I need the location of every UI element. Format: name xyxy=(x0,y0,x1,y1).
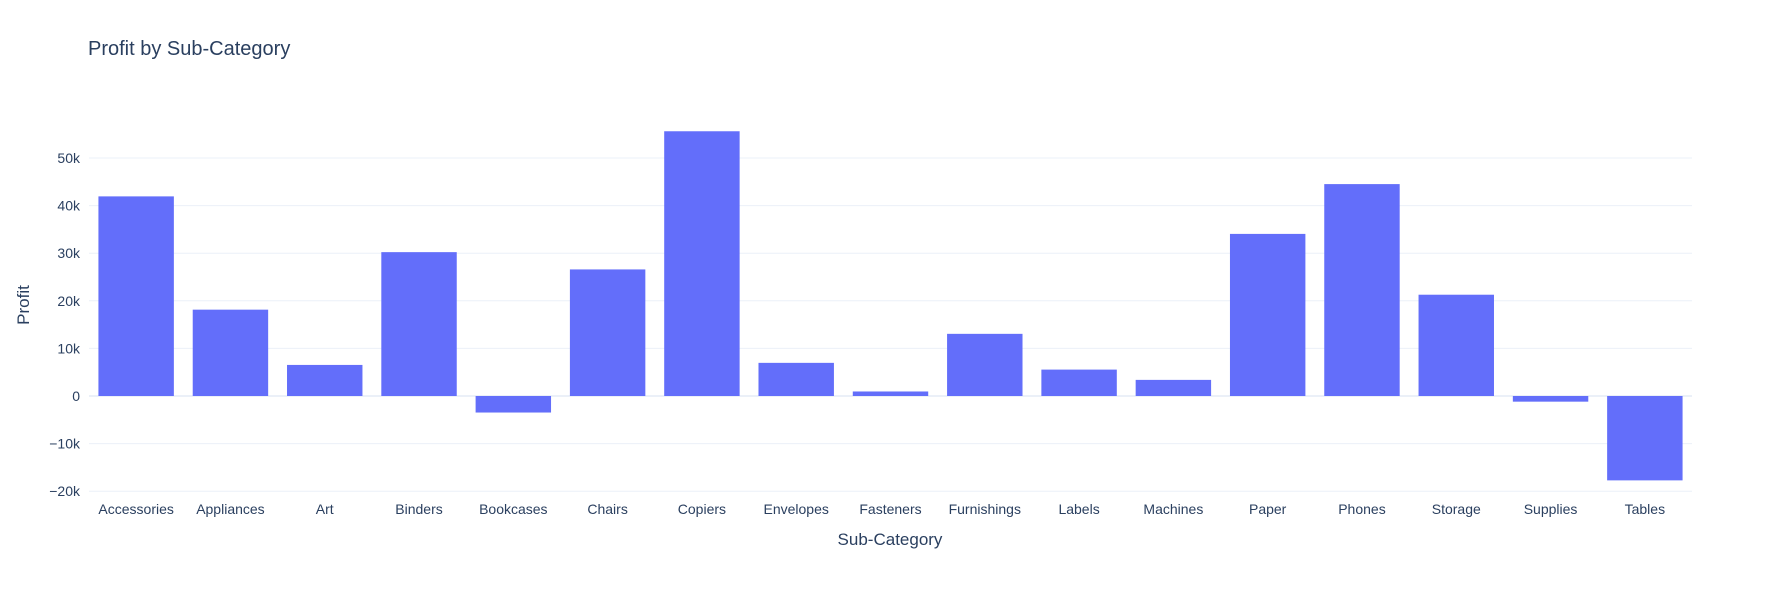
y-tick-label: 0 xyxy=(72,388,80,404)
bar-tables[interactable] xyxy=(1607,396,1683,481)
x-tick-label: Furnishings xyxy=(949,501,1021,517)
x-axis-title: Sub-Category xyxy=(838,530,943,549)
x-tick-label: Phones xyxy=(1338,501,1385,517)
x-tick-label: Paper xyxy=(1249,501,1287,517)
y-tick-label: 10k xyxy=(57,340,81,356)
bar-envelopes[interactable] xyxy=(758,362,834,396)
x-tick-label: Storage xyxy=(1432,501,1481,517)
bars xyxy=(98,131,1683,481)
chart-title: Profit by Sub-Category xyxy=(88,38,290,60)
x-axis-ticks: Accessories Appliances Art Binders Bookcases… xyxy=(98,501,1665,517)
bar-paper[interactable] xyxy=(1229,233,1306,396)
bar-labels[interactable] xyxy=(1041,369,1117,396)
x-tick-label: Fasteners xyxy=(859,501,921,517)
bar-fasteners[interactable] xyxy=(852,391,929,396)
bar-furnishings[interactable] xyxy=(947,333,1023,396)
x-tick-label: Binders xyxy=(395,501,442,517)
x-tick-label: Copiers xyxy=(678,501,726,517)
bar-copiers[interactable] xyxy=(664,131,740,397)
x-tick-label: Machines xyxy=(1143,501,1203,517)
y-tick-label: 50k xyxy=(57,150,81,166)
bar-chairs[interactable] xyxy=(569,269,646,396)
bar-appliances[interactable] xyxy=(192,309,269,396)
x-tick-label: Bookcases xyxy=(479,501,547,517)
bar-binders[interactable] xyxy=(381,252,457,396)
x-tick-label: Accessories xyxy=(98,501,173,517)
x-tick-label: Supplies xyxy=(1524,501,1578,517)
bar-accessories[interactable] xyxy=(98,196,174,396)
bar-storage[interactable] xyxy=(1418,294,1494,396)
bar-phones[interactable] xyxy=(1324,184,1400,396)
x-tick-label: Labels xyxy=(1058,501,1099,517)
y-tick-label: 20k xyxy=(57,293,81,309)
x-tick-label: Tables xyxy=(1625,501,1665,517)
bar-supplies[interactable] xyxy=(1512,396,1589,402)
y-tick-label: −20k xyxy=(49,483,81,499)
bar-machines[interactable] xyxy=(1135,379,1212,396)
y-tick-label: 40k xyxy=(57,198,81,214)
x-tick-label: Chairs xyxy=(587,501,627,517)
bar-art[interactable] xyxy=(287,364,363,396)
y-tick-label: −10k xyxy=(49,436,81,452)
y-axis-title: Profit xyxy=(14,285,33,325)
y-axis-ticks: −20k −10k 0 10k 20k 30k 40k 50k xyxy=(49,150,81,499)
y-tick-label: 30k xyxy=(57,245,81,261)
x-tick-label: Art xyxy=(316,501,334,517)
x-tick-label: Appliances xyxy=(196,501,265,517)
bar-bookcases[interactable] xyxy=(475,396,552,413)
x-tick-label: Envelopes xyxy=(764,501,829,517)
